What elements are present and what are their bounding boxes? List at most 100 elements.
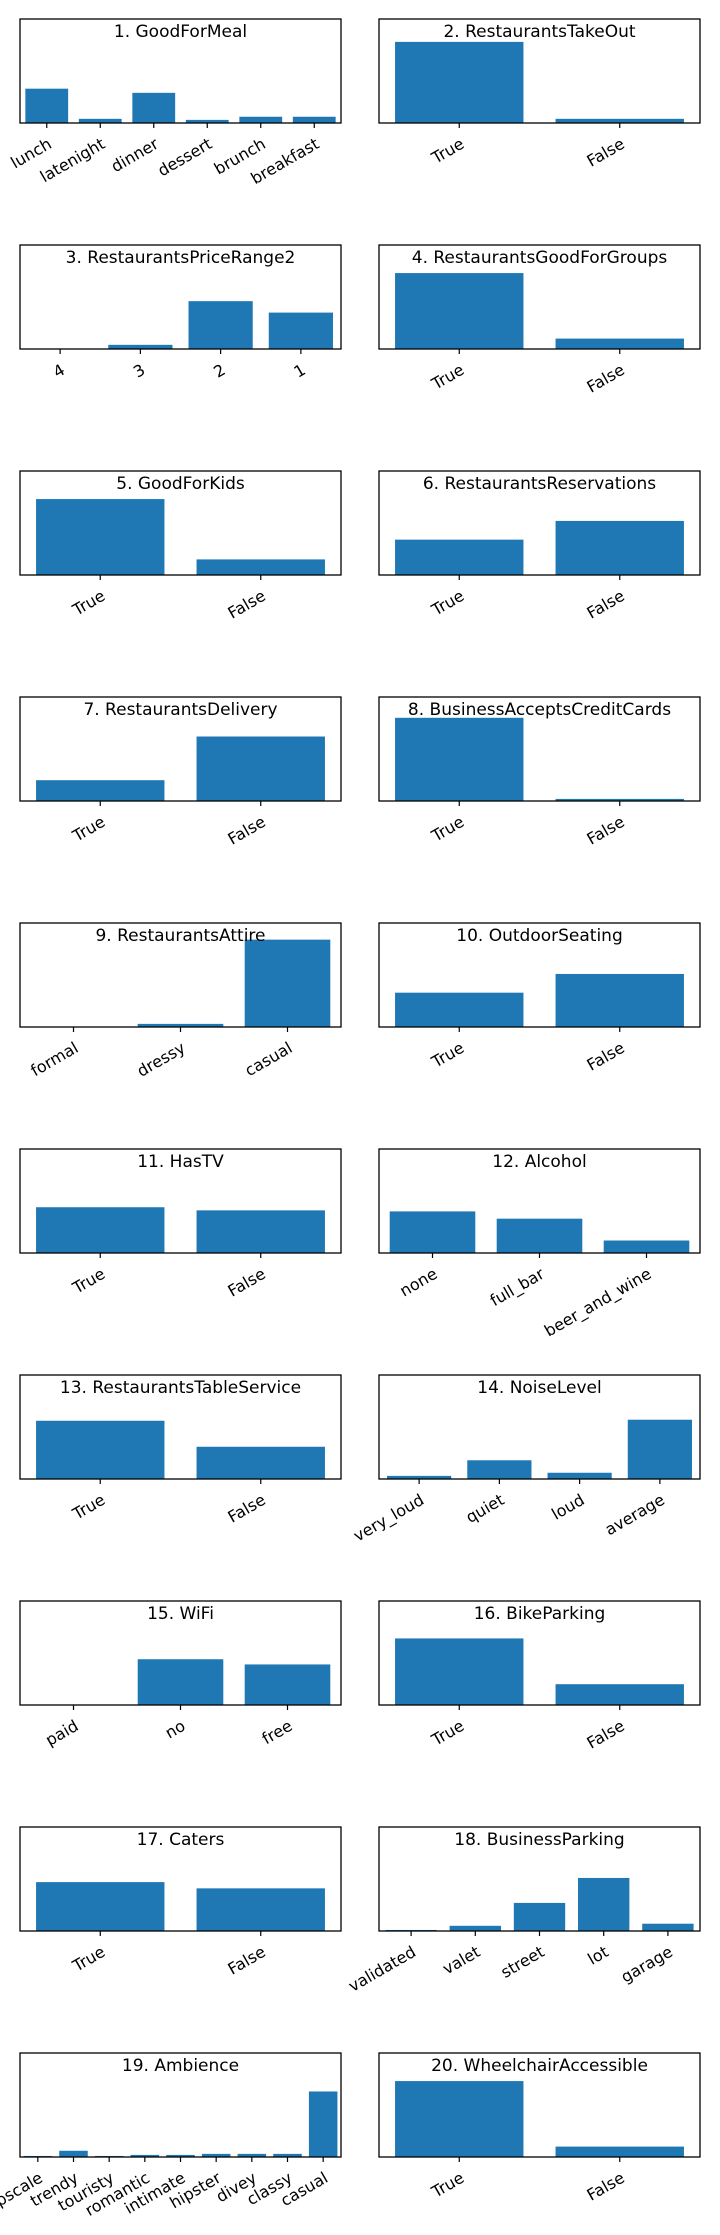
chart-title: 15. WiFi [147,1604,214,1624]
bar-latenight [78,118,122,123]
x-tick-label: dressy [134,1038,189,1081]
x-tick-label: 4 [50,360,68,382]
bar-average [627,1419,692,1479]
x-tick-label: False [583,586,627,623]
bar-false [555,798,684,801]
chart-5: 5. GoodForKids True False [19,470,342,623]
chart-title: 4. RestaurantsGoodForGroups [412,248,668,268]
chart-title: 7. RestaurantsDelivery [83,700,277,720]
bar-true [395,539,524,575]
x-tick-label: quiet [462,1490,507,1527]
chart-title: 18. BusinessParking [454,1830,624,1850]
chart-8: 8. BusinessAcceptsCreditCards True False [378,696,701,849]
chart-2: 2. RestaurantsTakeOut True False [378,18,701,171]
bar-dessert [185,119,229,123]
x-tick-label: casual [242,1038,296,1080]
x-tick-label: beer_and_wine [541,1264,655,1341]
chart-title: 5. GoodForKids [116,474,245,494]
x-tick-label: valet [439,1942,483,1978]
axes-frame [378,18,701,124]
x-tick-label: full_bar [487,1264,549,1311]
x-tick-label: dinner [108,134,162,176]
bar-no [137,1659,224,1705]
bar-true [395,2081,524,2157]
x-tick-label: True [427,360,467,394]
bar-brunch [239,116,283,123]
bar-1 [268,312,333,349]
bar-free [244,1664,331,1705]
axes-frame [19,470,342,576]
bar-true [36,1420,165,1479]
x-tick-label: False [224,586,268,623]
chart-18: 18. BusinessParking validated valet street l… [345,1826,701,1996]
chart-title: 20. WheelchairAccessible [431,2056,648,2076]
bar-casual [244,939,331,1027]
bar-street [513,1902,566,1931]
x-tick-label: True [68,1264,108,1298]
bar-beer-and-wine [603,1240,690,1253]
x-tick-label: True [427,1716,467,1750]
chart-title: 13. RestaurantsTableService [60,1378,301,1398]
x-tick-label: False [224,1942,268,1979]
x-tick-label: False [224,812,268,849]
x-tick-label: True [427,134,467,168]
x-tick-label: street [497,1942,547,1982]
chart-title: 1. GoodForMeal [114,22,247,42]
x-tick-label: paid [42,1716,81,1750]
bar-casual [308,2091,338,2157]
x-tick-label: False [583,1716,627,1753]
chart-title: 12. Alcohol [492,1152,586,1172]
bar-full-bar [496,1218,583,1253]
x-tick-label: True [68,1942,108,1976]
chart-title: 3. RestaurantsPriceRange2 [66,248,296,268]
x-tick-label: no [162,1716,189,1742]
x-tick-label: True [427,812,467,846]
chart-title: 16. BikeParking [474,1604,606,1624]
x-tick-label: True [427,2168,467,2202]
bar-dressy [137,1023,224,1027]
axes-frame [378,696,701,802]
bar-true [395,273,524,349]
axes-frame [378,1374,701,1480]
axes-frame [378,922,701,1028]
x-tick-label: True [68,1490,108,1524]
chart-title: 2. RestaurantsTakeOut [443,22,635,42]
x-tick-label: 3 [130,360,148,382]
chart-9: 9. RestaurantsAttire formal dressy casual [19,922,342,1081]
bar-lot [578,1877,630,1931]
bar-false [196,1446,325,1479]
bar-false [555,973,684,1027]
x-tick-label: False [583,1038,627,1075]
x-tick-label: 1 [291,360,309,382]
bar-dinner [132,92,176,123]
chart-title: 8. BusinessAcceptsCreditCards [408,700,671,720]
bar-breakfast [292,116,336,123]
axes-frame [19,696,342,802]
bar-false [196,559,325,575]
axes-frame [378,1600,701,1706]
chart-11: 11. HasTV True False [19,1148,342,1301]
bar-lunch [25,88,69,123]
chart-15: 15. WiFi paid no free [19,1600,342,1750]
x-tick-label: garage [618,1942,676,1987]
axes-frame [378,470,701,576]
chart-title: 11. HasTV [137,1152,224,1172]
axes-frame [378,244,701,350]
x-tick-label: False [224,1490,268,1527]
chart-6: 6. RestaurantsReservations True False [378,470,701,623]
x-tick-label: True [68,812,108,846]
bar-very-loud [387,1475,452,1479]
chart-title: 19. Ambience [122,2056,239,2076]
bar-true [395,1638,524,1705]
x-tick-label: free [259,1716,296,1748]
chart-14: 14. NoiseLevel very_loud quiet loud average [350,1374,701,1546]
bar-garage [642,1923,694,1931]
x-tick-label: 2 [210,360,228,382]
axes-frame [19,18,342,124]
bar-false [555,338,684,349]
bar-false [555,118,684,123]
chart-20: 20. WheelchairAccessible True False [378,2052,701,2205]
x-tick-label: False [224,1264,268,1301]
